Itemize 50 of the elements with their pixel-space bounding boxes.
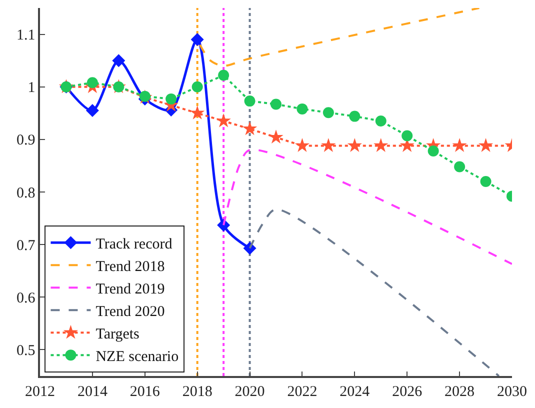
point [190, 105, 205, 120]
point [216, 113, 231, 128]
point [478, 138, 494, 152]
point [480, 176, 492, 187]
point [242, 121, 258, 136]
point [192, 81, 203, 92]
y-tick-label: 0.7 [16, 238, 36, 254]
point [349, 110, 360, 122]
point [428, 145, 439, 156]
point [454, 161, 466, 172]
point [244, 96, 256, 107]
point [294, 138, 310, 152]
legend-label: Track record [96, 236, 173, 252]
x-tick-label: 2020 [234, 384, 265, 400]
point [166, 93, 177, 104]
legend-label: Trend 2019 [96, 281, 165, 298]
point [268, 130, 284, 144]
point [375, 116, 386, 127]
point [112, 54, 126, 68]
y-tick-label: 0.6 [16, 290, 36, 306]
y-tick-label: 0.9 [16, 132, 36, 149]
y-tick-label: 1.1 [16, 28, 36, 44]
legend-label: Trend 2020 [96, 304, 165, 320]
point [270, 98, 282, 110]
point [402, 130, 413, 142]
x-tick-label: 2012 [25, 384, 55, 400]
point [86, 77, 98, 88]
legend-label: NZE scenario [96, 348, 179, 365]
point [296, 103, 308, 114]
x-tick-label: 2016 [130, 384, 160, 400]
point [322, 107, 334, 118]
legend-label: Targets [96, 326, 140, 342]
point [374, 138, 388, 152]
y-tick-label: 0.8 [16, 185, 36, 202]
legend-label: Trend 2018 [96, 258, 165, 275]
x-tick-label: 2028 [444, 384, 475, 400]
x-tick-label: 2030 [497, 384, 527, 400]
x-tick-label: 2018 [182, 384, 212, 400]
point [321, 138, 336, 152]
point [86, 104, 99, 118]
x-tick-label: 2022 [287, 384, 318, 400]
point [190, 33, 204, 46]
point [347, 138, 362, 152]
x-tick-label: 2026 [392, 384, 423, 400]
y-tick-label: 0.5 [16, 342, 36, 359]
y-tick-label: 1 [28, 80, 36, 96]
x-tick-label: 2024 [340, 384, 370, 400]
point [452, 138, 467, 152]
x-tick-label: 2014 [77, 384, 108, 400]
point [218, 70, 230, 81]
